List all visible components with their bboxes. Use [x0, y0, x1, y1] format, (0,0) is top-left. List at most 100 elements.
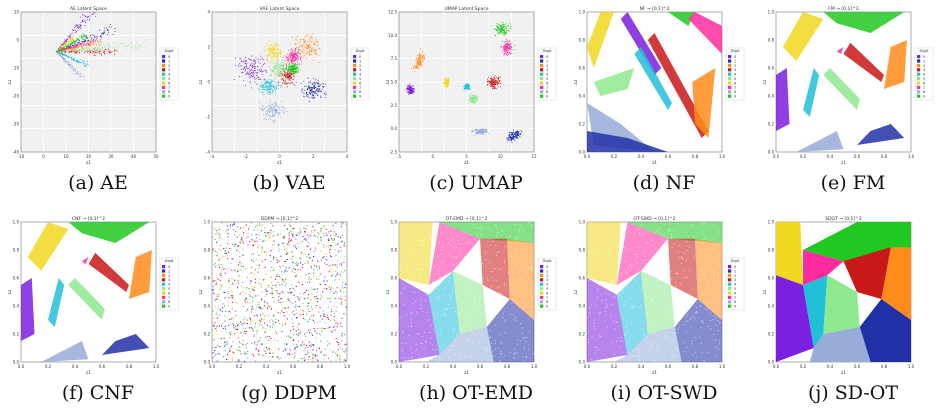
legend-label: 1 — [923, 59, 925, 63]
scatter-point — [288, 238, 290, 240]
scatter-point — [114, 50, 116, 52]
x-tick-label: 0 — [278, 154, 281, 159]
scatter-point — [263, 85, 265, 86]
scatter-point — [346, 347, 347, 349]
scatter-point — [510, 50, 512, 52]
scatter-point — [445, 79, 446, 81]
scatter-point — [476, 128, 477, 130]
scatter-point — [81, 48, 83, 50]
scatter-point — [263, 114, 264, 115]
scatter-point — [278, 76, 279, 78]
scatter-point — [272, 70, 273, 71]
scatter-point — [259, 107, 261, 109]
scatter-point — [295, 67, 296, 69]
scatter-point — [520, 130, 522, 131]
scatter-point — [69, 36, 71, 38]
data-layer — [21, 12, 156, 152]
region-digit-1 — [587, 131, 668, 152]
scatter-point — [282, 307, 284, 309]
scatter-point — [264, 315, 266, 317]
scatter-point — [467, 83, 469, 85]
scatter-point — [130, 42, 132, 44]
scatter-point — [252, 75, 254, 77]
scatter-point — [291, 61, 292, 63]
scatter-point — [253, 239, 255, 241]
scatter-point — [447, 85, 449, 87]
scatter-point — [58, 52, 60, 54]
scatter-point — [261, 65, 263, 67]
scatter-point — [107, 43, 109, 45]
scatter-point — [521, 131, 522, 133]
scatter-point — [298, 49, 300, 51]
scatter-point — [80, 21, 82, 23]
scatter-point — [478, 132, 480, 134]
scatter-point — [274, 48, 276, 49]
scatter-point — [124, 45, 126, 47]
scatter-point — [129, 43, 131, 44]
x-tick-label: 0.8 — [126, 364, 133, 369]
scatter-point — [265, 86, 267, 88]
scatter-point — [277, 299, 279, 301]
scatter-point — [313, 97, 315, 98]
scatter-point — [85, 40, 87, 42]
scatter-point — [277, 67, 279, 68]
scatter-point — [74, 41, 76, 43]
scatter-point — [443, 82, 445, 84]
scatter-point — [270, 337, 272, 339]
scatter-point — [272, 71, 274, 72]
y-tick-label: 2 — [207, 45, 210, 50]
scatter-point — [292, 65, 293, 67]
scatter-point — [306, 41, 308, 43]
scatter-point — [303, 92, 305, 94]
scatter-point — [510, 138, 512, 139]
scatter-point — [287, 79, 289, 81]
scatter-point — [82, 34, 84, 35]
scatter-point — [300, 53, 302, 55]
scatter-point — [95, 49, 96, 51]
scatter-point — [310, 39, 312, 41]
scatter-point — [446, 77, 448, 79]
scatter-point — [281, 67, 283, 69]
scatter-point — [97, 42, 99, 44]
scatter-point — [482, 133, 484, 135]
legend-label: 6 — [923, 81, 925, 85]
scatter-point — [471, 94, 473, 96]
scatter-point — [291, 53, 293, 55]
scatter-point — [109, 52, 111, 54]
scatter-point — [269, 91, 270, 93]
scatter-point — [271, 85, 273, 87]
scatter-point — [490, 81, 492, 83]
scatter-point — [109, 52, 111, 54]
scatter-point — [405, 88, 407, 90]
scatter-point — [76, 47, 78, 49]
legend-swatch — [540, 85, 544, 89]
scatter-point — [289, 56, 291, 58]
scatter-point — [85, 39, 86, 41]
data-layer — [212, 12, 347, 152]
scatter-point — [259, 69, 261, 71]
scatter-point — [471, 99, 473, 101]
scatter-point — [341, 333, 343, 335]
scatter-point — [509, 44, 511, 46]
scatter-point — [301, 241, 303, 243]
scatter-point — [503, 47, 505, 49]
scatter-point — [246, 67, 248, 69]
scatter-point — [76, 38, 78, 40]
scatter-point — [262, 57, 264, 59]
scatter-point — [248, 228, 250, 230]
scatter-point — [312, 92, 314, 93]
scatter-point — [93, 48, 95, 50]
scatter-point — [326, 93, 328, 95]
scatter-point — [80, 28, 82, 29]
scatter-point — [69, 63, 71, 65]
scatter-point — [512, 134, 514, 136]
scatter-point — [316, 44, 318, 46]
scatter-point — [214, 299, 216, 301]
scatter-point — [288, 60, 289, 62]
scatter-point — [276, 333, 278, 335]
scatter-point — [278, 82, 280, 83]
scatter-point — [257, 303, 259, 305]
scatter-point — [288, 63, 290, 65]
scatter-point — [296, 262, 298, 264]
scatter-point — [234, 317, 236, 319]
